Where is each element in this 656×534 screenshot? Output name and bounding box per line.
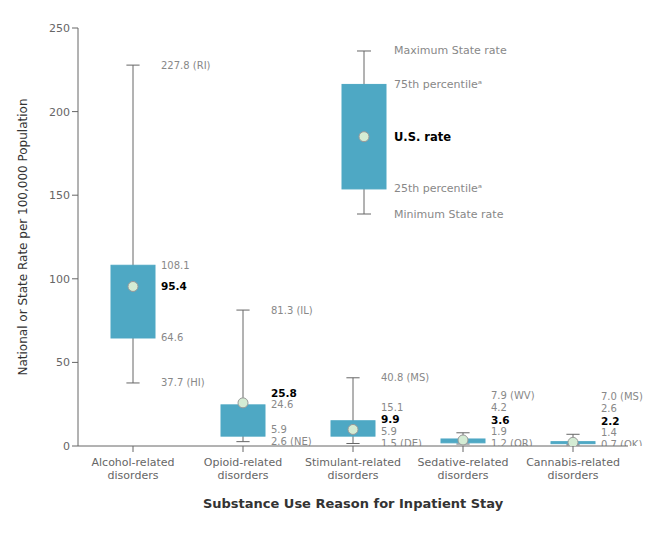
svg-text:150: 150	[49, 189, 70, 202]
svg-text:5.9: 5.9	[271, 424, 287, 435]
svg-text:75th percentileᵃ: 75th percentileᵃ	[394, 78, 482, 91]
svg-text:Cannabis-relateddisorders: Cannabis-relateddisorders	[526, 456, 620, 482]
svg-text:250: 250	[49, 22, 70, 35]
svg-text:0.7 (OK): 0.7 (OK)	[601, 439, 642, 446]
svg-text:Substance Use Reason for Inpat: Substance Use Reason for Inpatient Stay	[203, 496, 504, 511]
svg-text:9.9: 9.9	[381, 413, 400, 425]
svg-text:Stimulant-relateddisorders: Stimulant-relateddisorders	[305, 456, 401, 482]
svg-text:7.0 (MS): 7.0 (MS)	[601, 391, 643, 402]
svg-text:37.7 (HI): 37.7 (HI)	[161, 377, 205, 388]
svg-text:25.8: 25.8	[271, 387, 297, 399]
svg-text:4.2: 4.2	[491, 402, 507, 413]
svg-text:Minimum State rate: Minimum State rate	[394, 208, 504, 221]
svg-text:108.1: 108.1	[161, 260, 190, 271]
svg-text:1.9: 1.9	[491, 426, 507, 437]
svg-text:1.4: 1.4	[601, 427, 617, 438]
svg-text:7.9 (WV): 7.9 (WV)	[491, 390, 535, 401]
svg-text:50: 50	[56, 356, 70, 369]
svg-text:40.8 (MS): 40.8 (MS)	[381, 372, 429, 383]
svg-text:95.4: 95.4	[161, 280, 187, 292]
svg-text:227.8 (RI): 227.8 (RI)	[161, 60, 211, 71]
svg-text:5.9: 5.9	[381, 426, 397, 437]
svg-text:200: 200	[49, 106, 70, 119]
svg-text:100: 100	[49, 273, 70, 286]
svg-text:Alcohol-relateddisorders: Alcohol-relateddisorders	[92, 456, 175, 482]
svg-text:National or State Rate per 100: National or State Rate per 100,000 Popul…	[16, 98, 30, 375]
svg-text:0: 0	[63, 440, 70, 453]
svg-text:81.3 (IL): 81.3 (IL)	[271, 305, 313, 316]
svg-text:3.6: 3.6	[491, 414, 510, 426]
svg-text:2.6: 2.6	[601, 403, 617, 414]
svg-text:64.6: 64.6	[161, 332, 183, 343]
svg-text:2.6 (NE): 2.6 (NE)	[271, 436, 312, 446]
svg-text:Sedative-relateddisorders: Sedative-relateddisorders	[418, 456, 509, 482]
svg-text:2.2: 2.2	[601, 415, 620, 427]
svg-text:1.2 (OR): 1.2 (OR)	[491, 438, 533, 446]
svg-text:24.6: 24.6	[271, 399, 293, 410]
svg-text:1.5 (DE): 1.5 (DE)	[381, 438, 422, 446]
svg-text:25th percentileᵃ: 25th percentileᵃ	[394, 182, 482, 195]
svg-text:15.1: 15.1	[381, 402, 403, 413]
svg-text:U.S. rate: U.S. rate	[394, 130, 451, 144]
svg-text:Opioid-relateddisorders: Opioid-relateddisorders	[204, 456, 282, 482]
svg-text:Maximum State rate: Maximum State rate	[394, 44, 507, 57]
